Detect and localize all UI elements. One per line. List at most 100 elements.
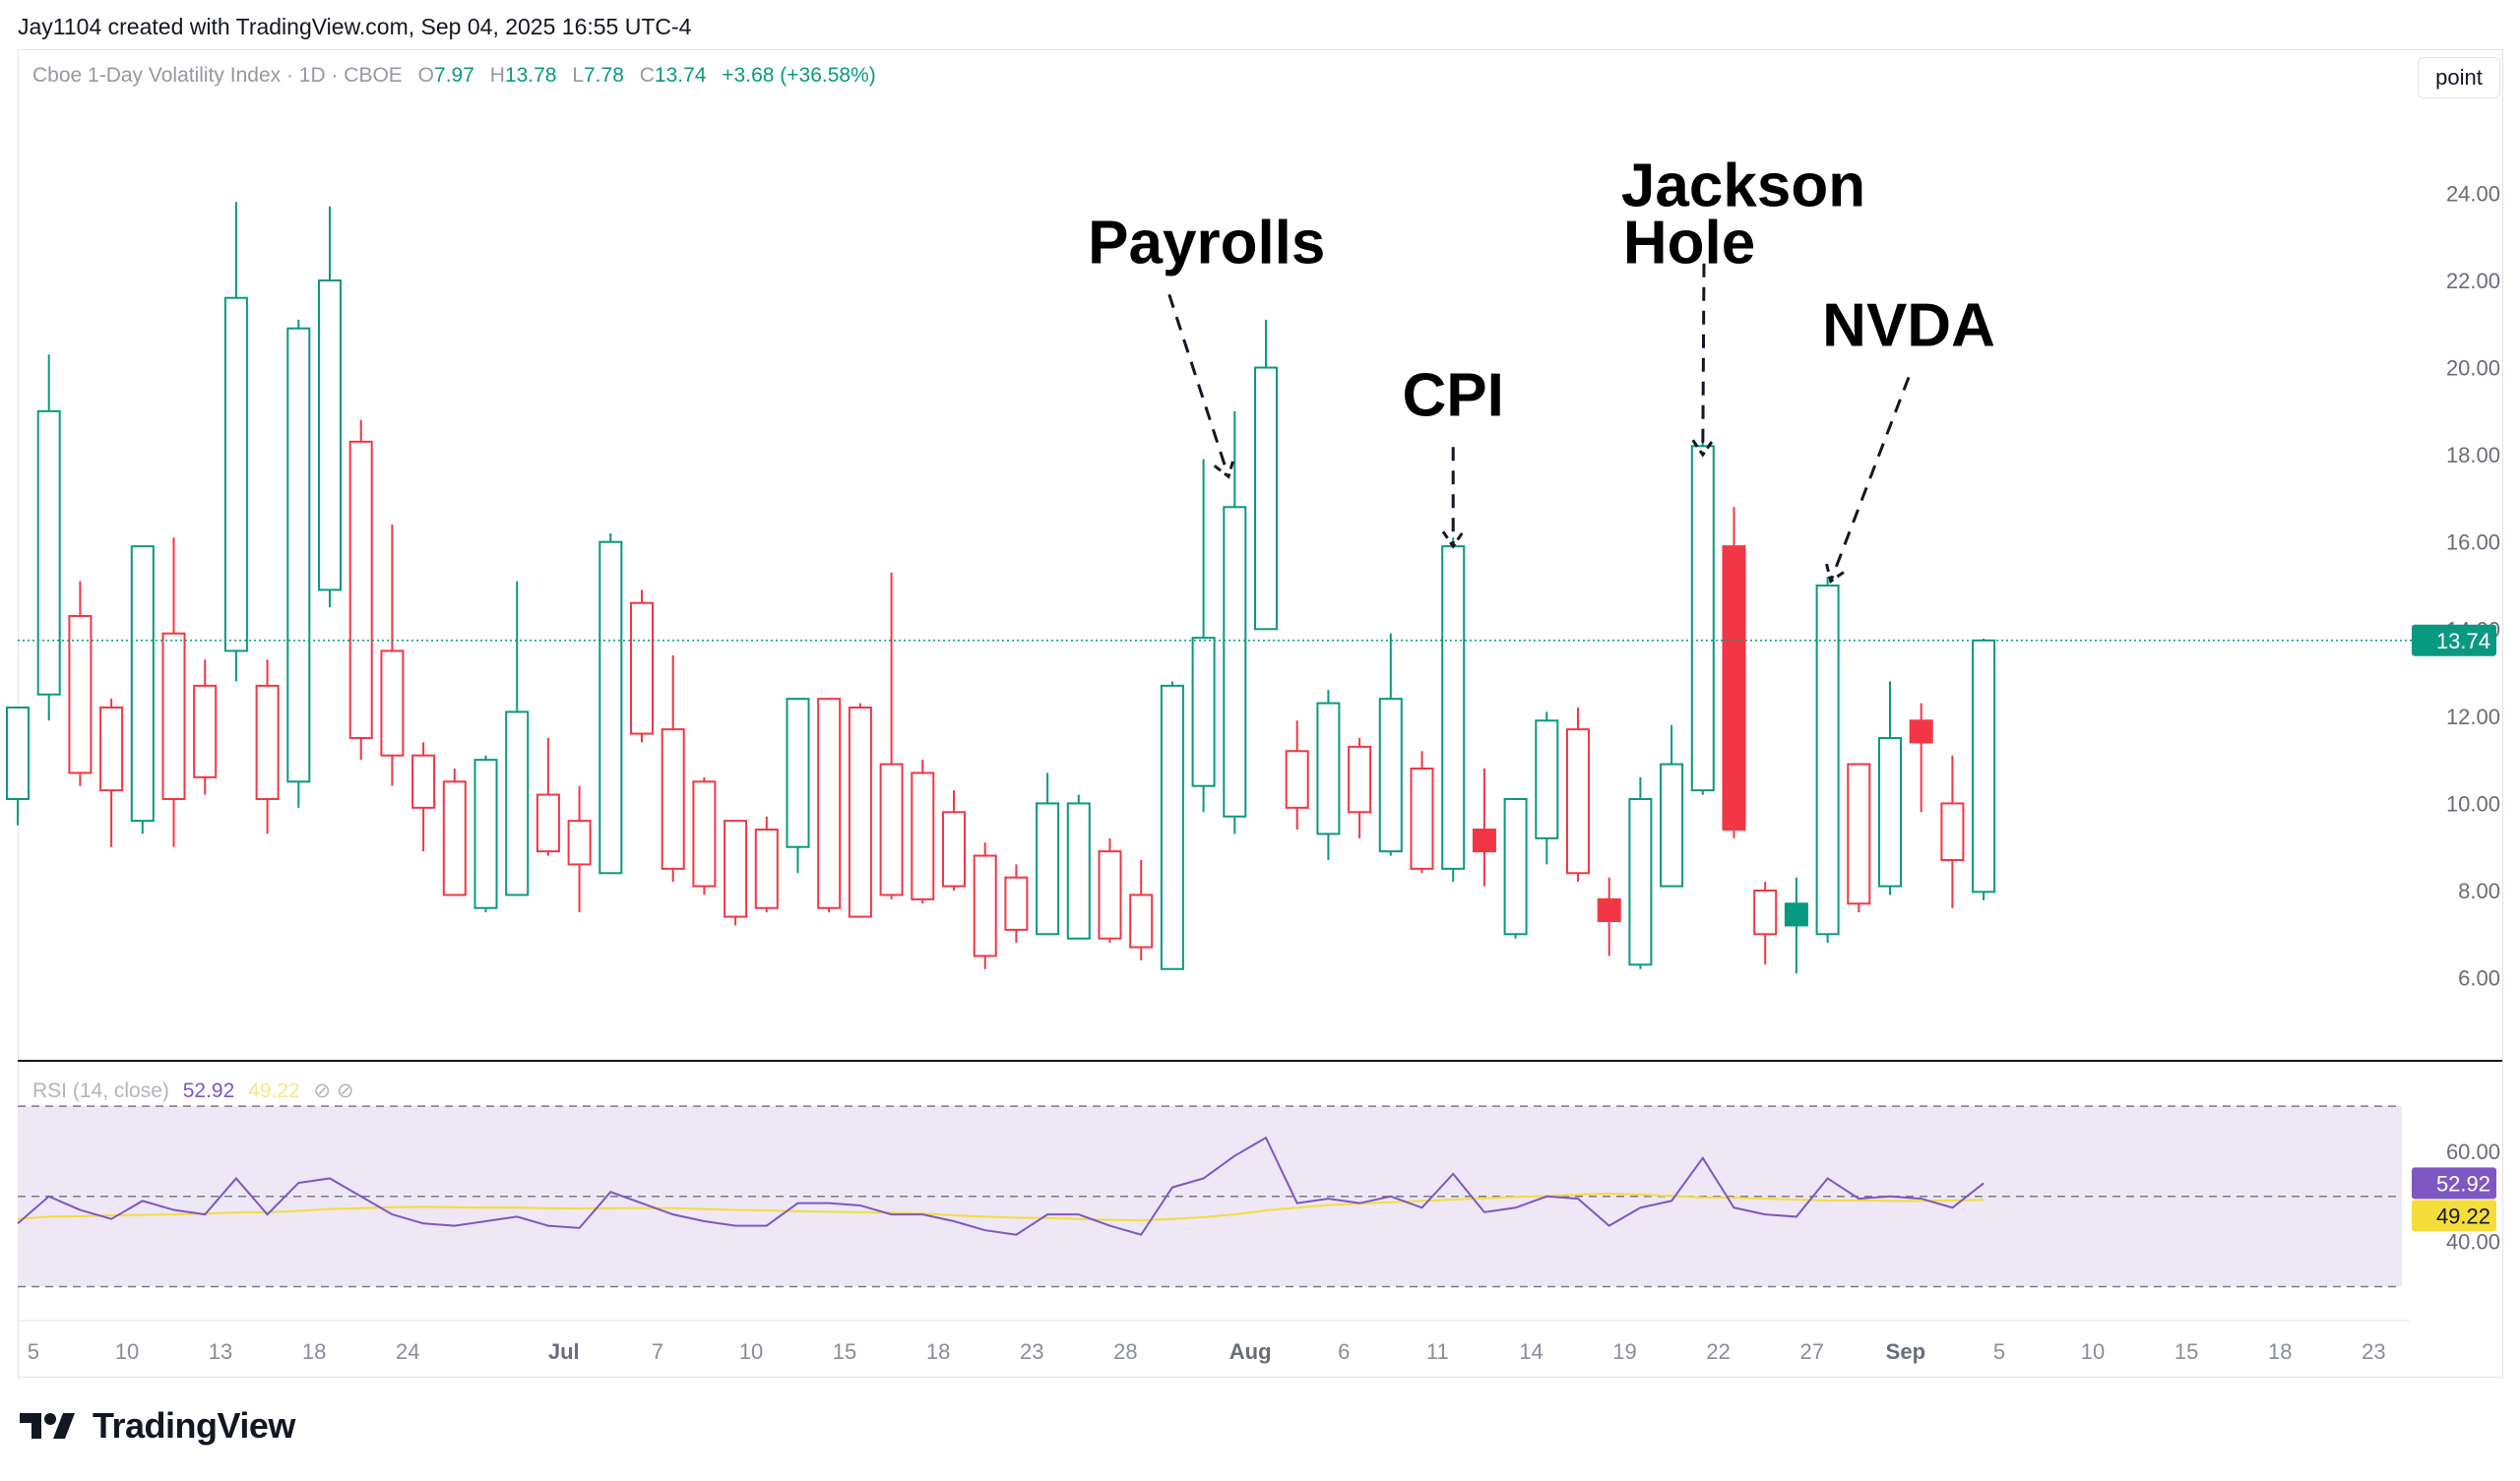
rsi-value-badge: [2412, 1167, 2496, 1200]
candle-up: [1316, 690, 1341, 860]
candle-body: [1441, 545, 1466, 870]
time-axis-tick: 24: [396, 1339, 419, 1364]
candle-body: [1066, 802, 1091, 940]
candle-up: [1441, 537, 1466, 883]
candle-down: [1909, 703, 1933, 813]
candle-up: [6, 707, 30, 826]
price-axis-tick: 18.00: [2446, 443, 2500, 467]
price-axis-tick: 6.00: [2458, 966, 2500, 991]
candle-down: [1847, 763, 1871, 913]
candle-down: [1129, 860, 1154, 960]
time-axis-tick: Aug: [1229, 1339, 1272, 1364]
candle-body: [1004, 876, 1029, 931]
candle-body: [786, 698, 810, 848]
candle-body: [1753, 890, 1778, 936]
candle-body: [68, 615, 93, 774]
candle-up: [1191, 459, 1216, 813]
candle-body: [1690, 445, 1715, 792]
candle-up: [1066, 794, 1091, 940]
annotation-label-line2: Hole: [1623, 210, 1755, 278]
candle-up: [505, 581, 530, 896]
point-button[interactable]: point: [2418, 57, 2500, 98]
candle-down: [942, 790, 966, 891]
time-axis-tick: 23: [1020, 1339, 1043, 1364]
rsi-axis-tick: 40.00: [2446, 1230, 2500, 1255]
candle-down: [1348, 738, 1372, 838]
price-axis-tick: 16.00: [2446, 530, 2500, 555]
annotation-nvda: NVDA: [1822, 291, 1995, 585]
price-axis-tick: 10.00: [2446, 791, 2500, 816]
candle-down: [99, 699, 124, 847]
candle-body: [630, 601, 654, 735]
rsi-legend[interactable]: RSI (14, close) 52.92 49.22 ⊘ ⊘: [32, 1079, 354, 1103]
price-axis-tick: 12.00: [2446, 705, 2500, 729]
candle-body: [598, 540, 623, 875]
candle-body: [1254, 366, 1278, 631]
time-axis-tick: 11: [1426, 1339, 1449, 1364]
rsi-value: 52.92: [182, 1080, 235, 1102]
candle-down: [911, 760, 935, 904]
candle-down: [879, 572, 904, 899]
tradingview-logo-icon: [20, 1413, 75, 1439]
rsi-axis-tick: 60.00: [2446, 1140, 2500, 1164]
last-price-badge: [2412, 624, 2496, 656]
candle-up: [1628, 776, 1653, 969]
candle-down: [1285, 720, 1309, 830]
annotation-arrow-head: [1213, 459, 1235, 479]
candle-body: [286, 327, 311, 783]
rsi-ma-line: [17, 1193, 1984, 1222]
candle-body: [1566, 728, 1590, 875]
candle-down: [567, 785, 592, 913]
rsi-name: RSI (14, close): [32, 1080, 169, 1102]
high-value: 13.78: [504, 64, 557, 87]
annotation-arrow-line: [1167, 293, 1230, 477]
rsi-ma-value: 49.22: [248, 1080, 300, 1102]
annotation-arrow-head: [1825, 563, 1847, 585]
candle-down: [1004, 864, 1029, 944]
symbol-legend[interactable]: Cboe 1-Day Volatility Index · 1D · CBOE …: [32, 64, 876, 88]
close-value: 13.74: [654, 64, 707, 87]
time-axis-tick: 6: [1338, 1339, 1350, 1364]
time-axis-tick: Jul: [548, 1339, 580, 1364]
candle-up: [1535, 711, 1559, 865]
candle-down: [536, 738, 560, 856]
high-label: H: [489, 64, 505, 87]
time-axis-tick: 28: [1113, 1339, 1137, 1364]
tradingview-logo[interactable]: TradingView: [20, 1405, 295, 1447]
candle-body: [1348, 745, 1372, 814]
candle-down: [1098, 837, 1122, 944]
candle-up: [223, 202, 248, 682]
tradingview-logo-text: TradingView: [93, 1405, 295, 1446]
candle-down: [1566, 708, 1590, 883]
candle-body: [442, 780, 467, 896]
candle-up: [1160, 681, 1184, 970]
candle-body: [1191, 637, 1216, 787]
candle-up: [1878, 681, 1902, 895]
candle-down: [161, 537, 186, 847]
candle-down: [661, 654, 685, 883]
time-axis-tick: 15: [833, 1339, 856, 1364]
candle-body: [1597, 897, 1621, 922]
candle-up: [318, 206, 342, 608]
candle-body: [1628, 798, 1653, 966]
annotation-label: Jackson: [1621, 153, 1865, 220]
open-label: O: [417, 64, 435, 87]
candle-body: [1223, 506, 1247, 818]
candle-body: [193, 684, 218, 778]
rsi-ma-label: 49.22: [2436, 1203, 2490, 1228]
rsi-visibility-icons[interactable]: ⊘ ⊘: [313, 1080, 354, 1102]
candle-body: [942, 811, 966, 888]
candle-up: [1254, 319, 1278, 631]
rsi-ma-badge: [2412, 1200, 2496, 1232]
annotation-arrow-head: [1441, 530, 1465, 549]
annotation-arrow-line: [1701, 263, 1706, 456]
time-axis-tick: 18: [2268, 1339, 2292, 1364]
time-axis-tick: 15: [2174, 1339, 2198, 1364]
candle-body: [505, 710, 530, 896]
candle-down: [348, 419, 373, 761]
rsi-pane: 40.00 60.00 52.92 49.22: [17, 1105, 2500, 1288]
price-axis-tick: 24.00: [2446, 181, 2500, 206]
candle-body: [879, 763, 904, 896]
time-axis-tick: 13: [209, 1339, 232, 1364]
